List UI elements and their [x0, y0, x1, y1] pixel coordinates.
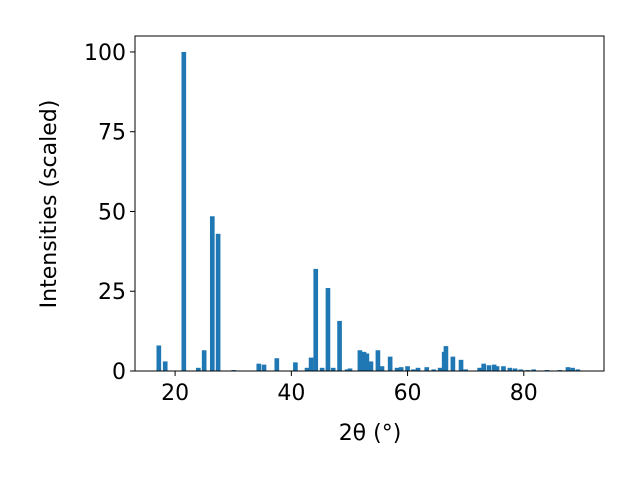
bar [411, 369, 416, 371]
bar [491, 364, 497, 371]
x-tick-label: 20 [161, 381, 189, 406]
bar [209, 216, 215, 371]
bar [215, 233, 221, 371]
bar [274, 358, 280, 371]
bar [570, 367, 575, 371]
bar [344, 369, 350, 371]
bar [415, 367, 421, 371]
bar [458, 359, 464, 371]
bar [357, 350, 363, 371]
x-tick-label: 80 [510, 381, 538, 406]
bar [437, 367, 443, 371]
bar [575, 369, 581, 371]
bar [330, 367, 336, 371]
bar [431, 369, 437, 371]
bar [364, 353, 370, 371]
bar [368, 361, 374, 371]
bar [450, 356, 456, 371]
bar [156, 345, 162, 371]
y-tick-label: 0 [112, 360, 126, 385]
bar [405, 366, 410, 371]
y-tick-label: 100 [84, 41, 126, 66]
bar [196, 367, 201, 371]
y-tick-label: 50 [98, 200, 126, 225]
bar [293, 362, 298, 371]
bar [308, 357, 314, 371]
bar [494, 366, 500, 371]
bar [361, 351, 367, 371]
bar [313, 268, 319, 371]
bar [304, 367, 310, 371]
y-axis-label: Intensities (scaled) [37, 100, 62, 309]
bar [337, 320, 342, 371]
bar [201, 350, 207, 371]
bar [387, 356, 393, 371]
bar [261, 364, 267, 371]
x-tick-label: 40 [277, 381, 305, 406]
x-tick-label: 60 [394, 381, 422, 406]
bar [398, 367, 404, 371]
bar [319, 367, 325, 371]
y-tick-label: 25 [98, 280, 126, 305]
y-tick-label: 75 [98, 121, 126, 146]
bar [443, 346, 449, 371]
bar [565, 367, 571, 371]
bar [501, 366, 506, 371]
bar [394, 367, 400, 371]
bar [424, 367, 430, 371]
bar [512, 368, 518, 371]
bar [486, 365, 492, 371]
x-axis-label: 2θ (°) [339, 421, 402, 446]
bar [375, 350, 381, 371]
bar [162, 361, 168, 371]
bar [256, 363, 262, 371]
bar [463, 369, 469, 371]
bar [181, 51, 187, 371]
plot-frame [134, 35, 605, 372]
bar [518, 369, 524, 371]
bar [481, 363, 487, 371]
bar [325, 288, 331, 371]
bar [507, 367, 513, 371]
bar [531, 369, 537, 371]
bar [477, 367, 482, 371]
bar [347, 368, 353, 371]
bar [379, 366, 385, 371]
